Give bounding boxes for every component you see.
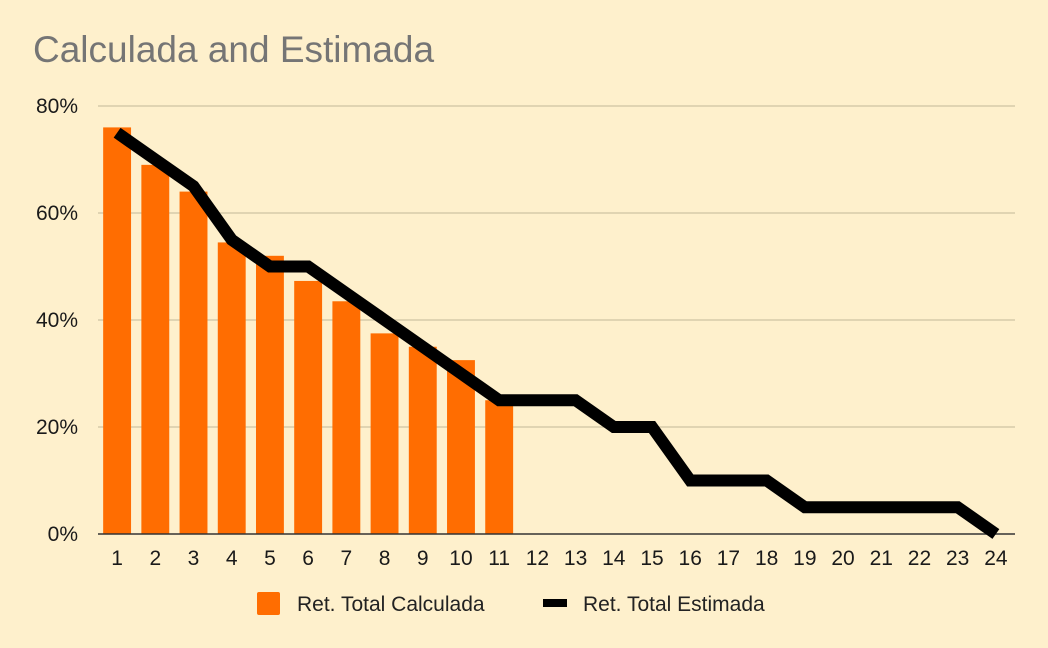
x-tick-label: 11 [488, 547, 510, 570]
x-tick-label: 6 [302, 547, 314, 570]
y-tick-label: 20% [36, 416, 78, 439]
x-tick-label: 24 [984, 547, 1008, 570]
legend: Ret. Total Calculada Ret. Total Estimada [257, 592, 765, 616]
bar-4 [217, 242, 246, 535]
line-series [113, 127, 1000, 539]
x-tick-label: 17 [717, 547, 740, 570]
x-tick-label: 2 [149, 547, 161, 570]
bar-7 [332, 301, 361, 534]
bar-10 [447, 360, 475, 534]
legend-swatch-estimada [543, 599, 567, 607]
y-tick-label: 40% [36, 309, 78, 332]
bar-5 [255, 255, 284, 535]
x-tick-label: 3 [188, 547, 200, 570]
bar-11 [485, 400, 514, 534]
bar-6 [294, 280, 323, 534]
x-tick-label: 8 [379, 547, 391, 570]
y-axis-tick-labels: 0% 20% 40% 60% 80% [36, 95, 78, 546]
legend-label-calculada[interactable]: Ret. Total Calculada [297, 593, 485, 616]
y-tick-label: 60% [36, 202, 78, 225]
x-tick-label: 12 [526, 547, 549, 570]
x-tick-label: 14 [602, 547, 626, 570]
x-tick-label: 5 [264, 547, 276, 570]
chart-title: Calculada and Estimada [33, 29, 434, 70]
y-tick-label: 80% [36, 95, 78, 118]
bar-2 [141, 164, 170, 534]
x-tick-label: 15 [640, 547, 663, 570]
bar-8 [370, 333, 399, 534]
x-axis-tick-labels: 1 2 3 4 5 6 7 8 9 10 11 12 13 14 15 16 17 18 19 20 21 22 23 24 [111, 547, 1008, 570]
gridlines [98, 105, 1015, 428]
x-tick-label: 1 [111, 547, 123, 570]
x-tick-label: 13 [564, 547, 587, 570]
legend-swatch-calculada [257, 592, 280, 615]
x-tick-label: 9 [417, 547, 429, 570]
x-tick-label: 16 [679, 547, 702, 570]
x-tick-label: 20 [831, 547, 854, 570]
line-estimada [113, 127, 1000, 539]
x-tick-label: 18 [755, 547, 778, 570]
y-tick-label: 0% [48, 523, 78, 546]
x-tick-label: 22 [908, 547, 931, 570]
bar-3 [179, 191, 208, 534]
bar-series [103, 127, 514, 535]
x-tick-label: 10 [449, 547, 472, 570]
bar-1 [103, 127, 132, 535]
x-tick-label: 23 [946, 547, 969, 570]
x-tick-label: 7 [341, 547, 353, 570]
bar-9 [408, 346, 437, 534]
x-tick-label: 19 [793, 547, 816, 570]
legend-label-estimada[interactable]: Ret. Total Estimada [583, 593, 765, 616]
x-tick-label: 21 [870, 547, 893, 570]
x-tick-label: 4 [226, 547, 238, 570]
